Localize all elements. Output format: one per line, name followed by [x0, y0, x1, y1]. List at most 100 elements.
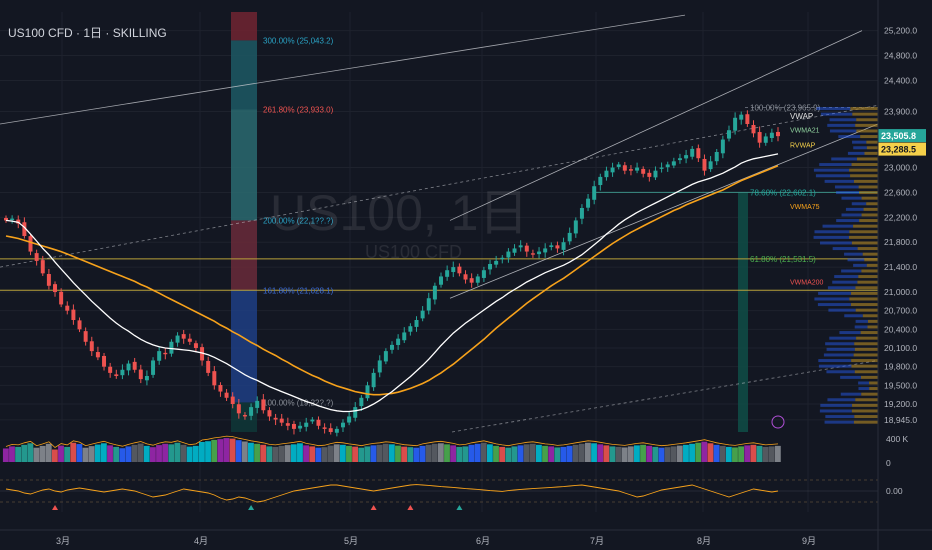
volume-bar	[119, 448, 126, 462]
fib-level-label: 261.80% (23,933.0)	[263, 106, 334, 115]
event-badge-icon	[771, 415, 785, 429]
candle-body	[543, 248, 548, 253]
fib-zone-300	[231, 40, 257, 110]
volume-bar	[756, 445, 763, 462]
volume-profile-bar	[831, 157, 857, 161]
vwma21-label: VWMA21	[790, 128, 820, 135]
candle-body	[218, 385, 223, 392]
volume-bar	[137, 443, 144, 462]
volume-bar	[560, 446, 567, 462]
volume-profile-bar	[813, 235, 850, 239]
channel-upper	[449, 30, 863, 221]
candle-body	[628, 169, 633, 171]
rvwap-price-value: 23,288.5	[881, 145, 916, 155]
candle-body	[481, 270, 486, 278]
candle-body	[432, 285, 437, 300]
volume-profile-bar	[856, 118, 878, 122]
last-price-value: 23,505.8	[881, 131, 916, 141]
vwap-label: VWAP	[790, 112, 813, 121]
volume-bar	[107, 445, 113, 462]
candle-body	[420, 310, 425, 319]
volume-profile-bar	[834, 275, 859, 279]
osc-signal-marker	[407, 505, 414, 510]
candle-body	[469, 278, 474, 283]
volume-bar	[431, 443, 438, 462]
candle-body	[696, 148, 701, 159]
volume-profile-bar	[813, 168, 850, 172]
volume-bar	[535, 444, 542, 462]
volume-profile-bar	[860, 331, 878, 335]
volume-bar	[480, 442, 487, 462]
candle-body	[151, 360, 156, 375]
candle-body	[298, 425, 303, 429]
volume-bar	[658, 447, 665, 462]
volume-profile-bar	[836, 219, 860, 223]
volume-bar	[254, 443, 260, 462]
volume-profile-bar	[819, 409, 852, 413]
volume-bar	[211, 439, 218, 462]
candle-body	[230, 396, 235, 404]
candle-body	[304, 422, 309, 427]
volume-bar	[278, 445, 285, 462]
volume-profile-bar	[861, 269, 878, 273]
candle-body	[267, 410, 272, 417]
volume-bar	[346, 445, 352, 462]
volume-profile-bar	[866, 263, 878, 267]
volume-bar	[76, 444, 83, 462]
volume-profile-bar	[862, 314, 878, 318]
candle-body	[561, 242, 566, 250]
candle-body	[475, 276, 480, 283]
volume-profile-bar	[825, 415, 855, 419]
candle-body	[236, 404, 241, 414]
volume-profile-bar	[854, 325, 868, 329]
y-axis-tick-label: 19,800.0	[884, 362, 917, 372]
volume-bar	[21, 444, 28, 462]
volume-profile-bar	[829, 129, 857, 133]
volume-bar	[554, 447, 561, 462]
candle-body	[212, 371, 217, 386]
volume-profile-bar	[851, 202, 867, 206]
volume-profile-bar	[849, 297, 878, 301]
oscillator-line	[5, 484, 779, 503]
volume-bar	[450, 445, 457, 462]
volume-bar	[493, 445, 499, 462]
volume-bar	[272, 446, 279, 462]
y-axis-tick-label: 19,200.0	[884, 399, 917, 409]
volume-profile-bar	[822, 224, 854, 228]
volume-bar	[395, 445, 401, 462]
volume-bar	[542, 445, 548, 462]
volume-profile-bar	[850, 174, 878, 178]
vwma75-label: VWMA75	[790, 204, 820, 211]
volume-profile-bar	[855, 319, 868, 323]
candle-body	[377, 360, 382, 373]
volume-bar	[39, 445, 46, 462]
volume-profile-bar	[851, 359, 878, 363]
x-axis-tick-label: 3月	[56, 536, 70, 546]
volume-profile-bar	[862, 252, 878, 256]
candle-body	[726, 130, 731, 139]
volume-profile-bar	[869, 381, 878, 385]
volume-profile-bar	[844, 252, 863, 256]
rvwap-label: RVWAP	[790, 143, 816, 150]
candle-body	[334, 428, 339, 433]
volume-bar	[33, 447, 40, 462]
x-axis-tick-label: 6月	[476, 536, 490, 546]
candle-body	[138, 369, 143, 380]
candle-body	[665, 164, 670, 168]
volume-bar	[260, 444, 267, 462]
volume-profile-bar	[861, 196, 878, 200]
candle-body	[169, 341, 174, 354]
volume-bar	[609, 446, 616, 462]
volume-bar	[352, 446, 359, 462]
volume-profile-bar	[829, 336, 857, 340]
osc-signal-marker	[248, 505, 255, 510]
y-axis-tick-label: 20,400.0	[884, 324, 917, 334]
candle-body	[451, 267, 456, 273]
y-axis-tick-label: 24,400.0	[884, 75, 917, 85]
volume-bar	[290, 444, 297, 462]
candle-body	[439, 276, 444, 285]
volume-bar	[358, 447, 365, 462]
candle-body	[383, 351, 388, 362]
candle-body	[261, 399, 266, 411]
